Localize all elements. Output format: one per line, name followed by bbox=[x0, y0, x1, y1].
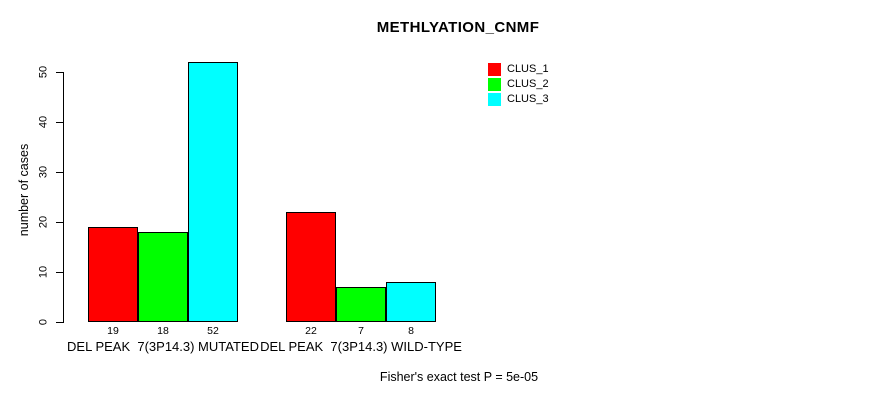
bar-value-label: 18 bbox=[157, 325, 169, 337]
legend-label: CLUS_2 bbox=[507, 78, 549, 90]
y-tick-mark bbox=[56, 172, 64, 173]
bar-clus_3-group1 bbox=[188, 62, 238, 322]
bar-value-label: 19 bbox=[107, 325, 119, 337]
y-tick-label: 30 bbox=[37, 165, 50, 179]
y-tick-mark bbox=[56, 72, 64, 73]
bar-value-label: 7 bbox=[358, 325, 364, 337]
bar-clus_3-group2 bbox=[386, 282, 436, 322]
y-tick-label: 40 bbox=[37, 115, 50, 129]
bar-clus_2-group1 bbox=[138, 232, 188, 322]
category-label: DEL PEAK 7(3P14.3) WILD-TYPE bbox=[260, 339, 462, 354]
footer-note: Fisher's exact test P = 5e-05 bbox=[379, 370, 539, 384]
y-axis-label: number of cases bbox=[17, 143, 31, 237]
y-tick-label: 20 bbox=[37, 215, 50, 229]
bar-clus_2-group2 bbox=[336, 287, 386, 322]
legend-swatch-icon bbox=[488, 63, 501, 76]
legend-row-clus_1: CLUS_1 bbox=[488, 63, 549, 76]
y-tick-label: 50 bbox=[37, 65, 50, 79]
y-tick-mark bbox=[56, 322, 64, 323]
legend-label: CLUS_3 bbox=[507, 93, 549, 105]
y-tick-label: 0 bbox=[37, 318, 50, 326]
bar-clus_1-group2 bbox=[286, 212, 336, 322]
legend-row-clus_3: CLUS_3 bbox=[488, 93, 549, 106]
bar-value-label: 52 bbox=[207, 325, 219, 337]
bar-value-label: 22 bbox=[305, 325, 317, 337]
y-tick-mark bbox=[56, 272, 64, 273]
chart-title: METHLYATION_CNMF bbox=[376, 19, 540, 36]
y-tick-mark bbox=[56, 222, 64, 223]
legend-row-clus_2: CLUS_2 bbox=[488, 78, 549, 91]
y-tick-mark bbox=[56, 122, 64, 123]
bar-clus_1-group1 bbox=[88, 227, 138, 322]
legend-swatch-icon bbox=[488, 78, 501, 91]
category-label: DEL PEAK 7(3P14.3) MUTATED bbox=[67, 339, 259, 354]
legend-label: CLUS_1 bbox=[507, 63, 549, 75]
y-tick-label: 10 bbox=[37, 265, 50, 279]
bar-value-label: 8 bbox=[408, 325, 414, 337]
legend: CLUS_1 CLUS_2 CLUS_3 bbox=[488, 63, 549, 108]
legend-swatch-icon bbox=[488, 93, 501, 106]
y-axis-line bbox=[63, 72, 64, 323]
